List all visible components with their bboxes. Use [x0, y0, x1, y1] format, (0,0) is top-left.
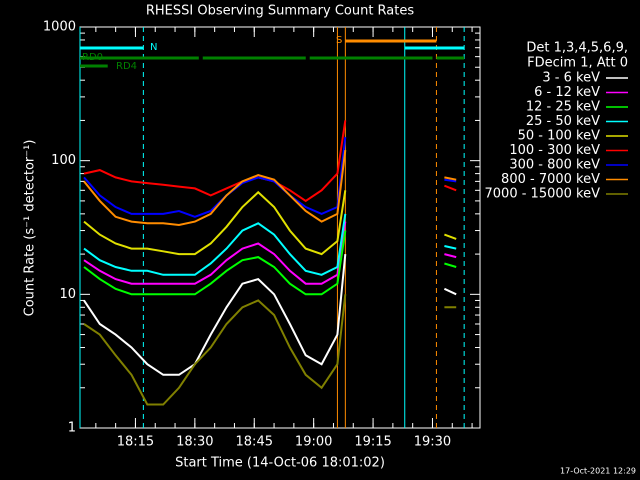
- legend-label: 25 - 50 keV: [526, 114, 600, 129]
- y-tick-label: 1: [68, 421, 76, 436]
- legend-header: Det 1,3,4,5,6,9,: [526, 41, 628, 56]
- y-tick-label: 1000: [43, 20, 76, 35]
- x-tick-label: 18:30: [176, 435, 213, 450]
- chart-title: RHESSI Observing Summary Count Rates: [146, 4, 415, 19]
- legend-label: 7000 - 15000 keV: [485, 187, 601, 202]
- legend-label: 100 - 300 keV: [509, 143, 600, 158]
- series-line: [83, 149, 457, 227]
- x-axis-label: Start Time (14-Oct-06 18:01:02): [175, 456, 385, 471]
- legend-label: 12 - 25 keV: [526, 100, 600, 115]
- legend-label: 300 - 800 keV: [509, 158, 600, 173]
- series-line: [83, 190, 457, 256]
- y-tick-label: 10: [59, 287, 76, 302]
- series-line: [83, 213, 457, 276]
- flag-label: RD0: [82, 52, 103, 63]
- plot-frame: [79, 26, 481, 429]
- series-line: [83, 254, 457, 376]
- x-tick-label: 19:30: [414, 435, 451, 450]
- legend-label: 3 - 6 keV: [542, 71, 600, 86]
- footer: 17-Oct-2021 12:29: [560, 467, 636, 476]
- legend-label: 50 - 100 keV: [518, 129, 601, 144]
- flag-label: RD4: [116, 61, 137, 72]
- x-tick-label: 19:00: [295, 435, 332, 450]
- x-tick-label: 19:15: [354, 435, 391, 450]
- x-tick-label: 18:45: [236, 435, 273, 450]
- series-line: [83, 230, 457, 296]
- legend-label: 800 - 7000 keV: [501, 172, 600, 187]
- flag-label: N: [150, 42, 157, 53]
- series-line: [83, 120, 457, 203]
- flag-label: S: [336, 35, 342, 46]
- series-line: [83, 136, 457, 218]
- y-tick-label: 100: [51, 153, 76, 168]
- series-line: [83, 294, 457, 406]
- legend-label: 6 - 12 keV: [534, 85, 600, 100]
- x-tick-label: 18:15: [117, 435, 154, 450]
- y-axis-label: Count Rate (s⁻¹ detector⁻¹): [23, 140, 38, 317]
- series-line: [83, 221, 457, 285]
- legend-header: FDecim 1, Att 0: [527, 56, 628, 71]
